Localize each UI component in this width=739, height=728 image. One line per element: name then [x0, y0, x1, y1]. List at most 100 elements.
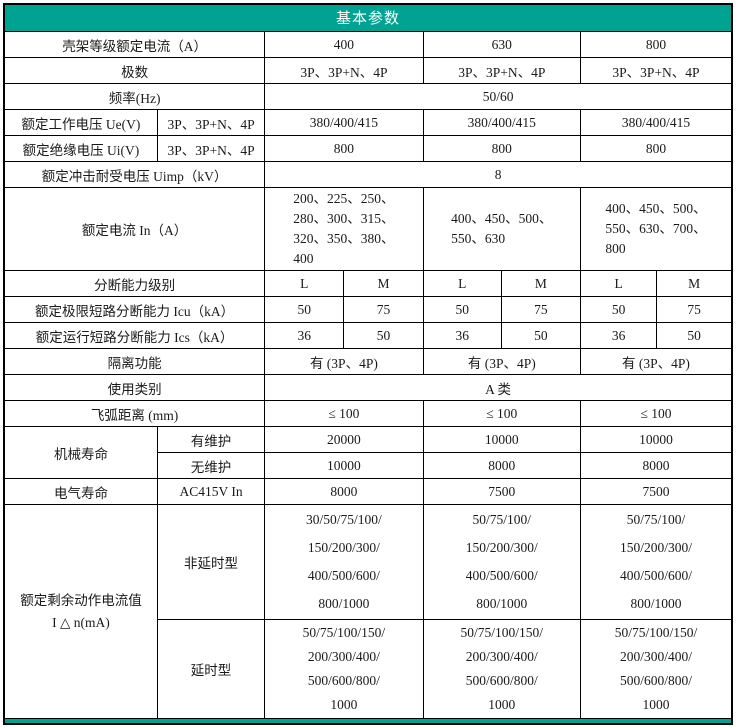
row-label: 极数 — [3, 57, 266, 84]
cell-all: A 类 — [264, 374, 733, 401]
row-label: 电气寿命 — [3, 478, 158, 505]
cell-800: ≤ 100 — [580, 400, 733, 427]
cell-800-M: 50 — [656, 322, 733, 349]
cell-630: 7500 — [422, 478, 582, 505]
row-label: 额定极限短路分断能力 Icu（kA） — [3, 296, 266, 323]
row-frame-rated-current: 壳架等级额定电流（A） 400 630 800 — [3, 31, 733, 58]
cell-630-M: M — [500, 270, 582, 297]
cell-630: 有 (3P、4P) — [422, 348, 582, 375]
row-icu: 额定极限短路分断能力 Icu（kA） 50 75 50 75 50 75 — [3, 296, 733, 323]
cell-800: 7500 — [580, 478, 733, 505]
cell-400: 10000 — [264, 452, 424, 479]
table-title-row: 基本参数 — [3, 3, 733, 32]
cell-400-L: 36 — [264, 322, 345, 349]
cell-400-M: 50 — [343, 322, 424, 349]
table-title: 基本参数 — [3, 3, 733, 32]
basic-parameters-table: 基本参数 壳架等级额定电流（A） 400 630 800 极数 3P、3P+N、… — [3, 3, 733, 725]
row-label: 额定工作电压 Ue(V) — [3, 109, 158, 136]
cell-400: 有 (3P、4P) — [264, 348, 424, 375]
row-sublabel: 延时型 — [156, 619, 266, 719]
cell-400: 200、225、250、 280、300、315、 320、350、380、 4… — [264, 187, 424, 271]
cell-400-L: 50 — [264, 296, 345, 323]
row-label: 飞弧距离 (mm) — [3, 400, 266, 427]
cell-400: 380/400/415 — [264, 109, 424, 136]
cell-630: 800 — [422, 135, 582, 162]
row-sublabel: 无维护 — [156, 452, 266, 479]
cell-400-M: 75 — [343, 296, 424, 323]
cell-all: 50/60 — [264, 83, 733, 110]
cell-630-L: L — [422, 270, 502, 297]
cell-400: 50/75/100/150/ 200/300/400/ 500/600/800/… — [264, 619, 424, 719]
cell-630: 630 — [422, 31, 582, 58]
row-frequency: 频率(Hz) 50/60 — [3, 83, 733, 110]
row-sublabel: AC415V In — [156, 478, 266, 505]
cell-800: 50/75/100/ 150/200/300/ 400/500/600/ 800… — [580, 504, 733, 620]
row-label: 额定冲击耐受电压 Uimp（kV） — [3, 161, 266, 188]
cell-630: 400、450、500、 550、630 — [422, 187, 582, 271]
cell-800: 50/75/100/150/ 200/300/400/ 500/600/800/… — [580, 619, 733, 719]
accent-bar — [3, 718, 733, 725]
row-label: 隔离功能 — [3, 348, 266, 375]
cell-400: 400 — [264, 31, 424, 58]
row-mechanical-life-unmaintained: 无维护 10000 8000 8000 — [4, 452, 733, 479]
row-rated-working-voltage: 额定工作电压 Ue(V) 3P、3P+N、4P 380/400/415 380/… — [3, 109, 733, 136]
cell-630: 8000 — [422, 452, 582, 479]
row-mechanical-life-maintained: 机械寿命 有维护 20000 10000 10000 — [3, 426, 733, 479]
row-sublabel: 3P、3P+N、4P — [156, 135, 266, 162]
row-label: 机械寿命 — [3, 426, 158, 479]
cell-630: 50/75/100/ 150/200/300/ 400/500/600/ 800… — [422, 504, 582, 620]
cell-630-M: 75 — [500, 296, 582, 323]
cell-800: 3P、3P+N、4P — [580, 57, 733, 84]
cell-800: 800 — [580, 135, 733, 162]
row-arcing-distance: 飞弧距离 (mm) ≤ 100 ≤ 100 ≤ 100 — [3, 400, 733, 427]
cell-630-L: 36 — [422, 322, 502, 349]
row-label: 额定剩余动作电流值 I △ n(mA) — [3, 504, 158, 719]
rated-current-list-630: 400、450、500、 550、630 — [451, 211, 553, 246]
row-poles: 极数 3P、3P+N、4P 3P、3P+N、4P 3P、3P+N、4P — [3, 57, 733, 84]
cell-630: 50/75/100/150/ 200/300/400/ 500/600/800/… — [422, 619, 582, 719]
cell-630-M: 50 — [500, 322, 582, 349]
row-label: 壳架等级额定电流（A） — [3, 31, 266, 58]
row-sublabel: 非延时型 — [156, 504, 266, 620]
cell-800: 380/400/415 — [580, 109, 733, 136]
cell-630: ≤ 100 — [422, 400, 582, 427]
cell-400: ≤ 100 — [264, 400, 424, 427]
row-residual-delay: 延时型 50/75/100/150/ 200/300/400/ 500/600/… — [4, 619, 733, 719]
row-sublabel: 3P、3P+N、4P — [156, 109, 266, 136]
cell-800: 有 (3P、4P) — [580, 348, 733, 375]
row-impulse-withstand-voltage: 额定冲击耐受电压 Uimp（kV） 8 — [3, 161, 733, 188]
row-electrical-life: 电气寿命 AC415V In 8000 7500 7500 — [3, 478, 733, 505]
cell-800: 10000 — [580, 426, 733, 453]
row-breaking-capacity-class: 分断能力级别 L M L M L M — [3, 270, 733, 297]
row-accent-bar — [3, 718, 733, 725]
cell-all: 8 — [264, 161, 733, 188]
row-residual-nondelay: 额定剩余动作电流值 I △ n(mA) 非延时型 30/50/75/100/ 1… — [3, 504, 733, 719]
row-label: 使用类别 — [3, 374, 266, 401]
row-rated-current: 额定电流 In（A） 200、225、250、 280、300、315、 320… — [3, 187, 733, 271]
cell-800: 800 — [580, 31, 733, 58]
row-sublabel: 有维护 — [156, 426, 266, 453]
cell-400: 20000 — [264, 426, 424, 453]
rated-current-list-800: 400、450、500、 550、630、700、 800 — [605, 201, 707, 256]
cell-800: 400、450、500、 550、630、700、 800 — [580, 187, 733, 271]
cell-800-L: 36 — [579, 322, 658, 349]
spec-sheet: 基本参数 壳架等级额定电流（A） 400 630 800 极数 3P、3P+N、… — [3, 3, 733, 725]
cell-400-L: L — [264, 270, 345, 297]
rated-current-list-400: 200、225、250、 280、300、315、 320、350、380、 4… — [293, 191, 395, 266]
cell-630: 380/400/415 — [422, 109, 582, 136]
row-label: 额定电流 In（A） — [3, 187, 266, 271]
cell-630: 10000 — [422, 426, 582, 453]
row-ics: 额定运行短路分断能力 Ics（kA） 36 50 36 50 36 50 — [3, 322, 733, 349]
cell-400: 30/50/75/100/ 150/200/300/ 400/500/600/ … — [264, 504, 424, 620]
row-isolation-function: 隔离功能 有 (3P、4P) 有 (3P、4P) 有 (3P、4P) — [3, 348, 733, 375]
cell-400: 800 — [264, 135, 424, 162]
cell-400: 3P、3P+N、4P — [264, 57, 424, 84]
cell-630-L: 50 — [422, 296, 502, 323]
cell-630: 3P、3P+N、4P — [422, 57, 582, 84]
cell-400: 8000 — [264, 478, 424, 505]
row-rated-insulation-voltage: 额定绝缘电压 Ui(V) 3P、3P+N、4P 800 800 800 — [3, 135, 733, 162]
cell-800-M: M — [656, 270, 733, 297]
cell-800: 8000 — [580, 452, 733, 479]
cell-800-L: L — [579, 270, 658, 297]
row-label: 额定运行短路分断能力 Ics（kA） — [3, 322, 266, 349]
